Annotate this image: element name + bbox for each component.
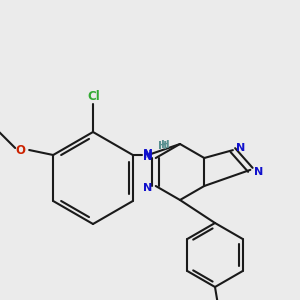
Text: N: N — [254, 167, 263, 177]
Text: N: N — [236, 143, 245, 153]
Text: Cl: Cl — [88, 89, 100, 103]
Text: H: H — [158, 141, 168, 151]
Text: N: N — [143, 148, 153, 161]
Text: N: N — [143, 183, 152, 193]
Text: O: O — [15, 143, 25, 157]
Text: H: H — [160, 140, 169, 150]
Text: N: N — [143, 150, 153, 160]
Text: N: N — [143, 152, 152, 162]
